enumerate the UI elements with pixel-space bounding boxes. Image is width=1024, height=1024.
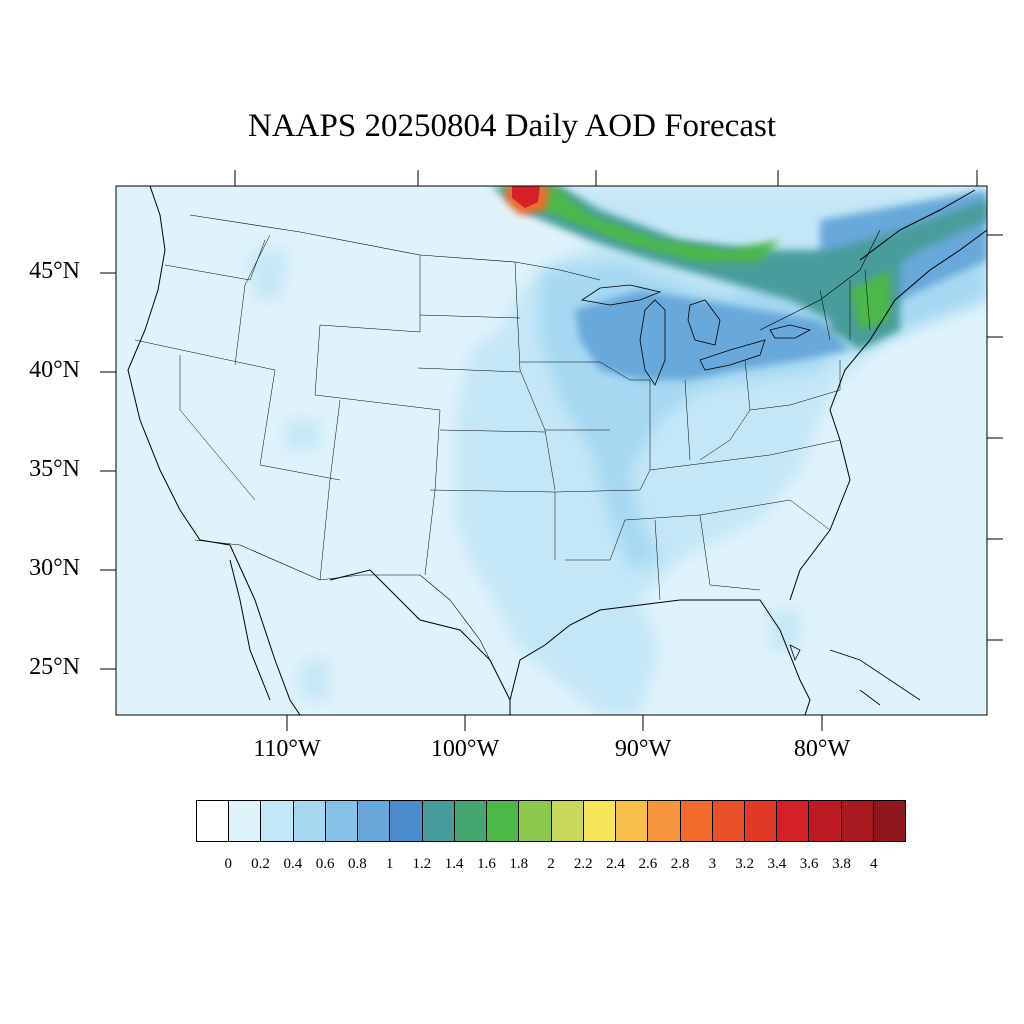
colorbar-swatch (197, 801, 230, 841)
colorbar-swatch (487, 801, 520, 841)
colorbar-swatch (390, 801, 423, 841)
coastline (127, 186, 987, 715)
colorbar-tick-label: 1.6 (477, 856, 496, 872)
right-ticks (987, 234, 1003, 641)
bottom-ticks (286, 715, 823, 731)
state-boundaries (134, 234, 871, 601)
colorbar-tick-label: 3.4 (767, 856, 787, 872)
canada-border (189, 214, 601, 281)
colorbar-tick-label: 2.4 (606, 856, 625, 872)
colorbar-tick-label: 3.6 (799, 856, 819, 872)
colorbar-swatch (583, 801, 617, 841)
colorbar-tick-label: 2 (547, 856, 555, 872)
colorbar-swatch (325, 801, 359, 841)
lat-label-30n: 30°N (29, 555, 80, 581)
colorbar-tick-label: 2.6 (638, 856, 658, 872)
colorbar (196, 800, 906, 842)
top-ticks (234, 170, 978, 186)
lat-label-45n: 45°N (29, 258, 80, 284)
colorbar-swatch (358, 801, 391, 841)
colorbar-tick-label: 0.8 (347, 856, 367, 872)
great-lakes-outline (580, 284, 812, 386)
lon-label-100w: 100°W (430, 736, 500, 762)
lat-label-35n: 35°N (29, 456, 80, 482)
colorbar-tick-label: 1.8 (509, 856, 529, 872)
colorbar-swatch (261, 801, 294, 841)
mexico-border (194, 539, 511, 701)
colorbar-swatch (712, 801, 745, 841)
colorbar-tick-label: 2.8 (670, 856, 690, 872)
colorbar-tick-label: 0.6 (315, 856, 335, 872)
left-ticks (100, 272, 116, 670)
aod-plume-core (500, 186, 890, 330)
lon-label-80w: 80°W (793, 736, 851, 762)
colorbar-swatch (616, 801, 649, 841)
colorbar-swatch (422, 801, 455, 841)
lon-label-90w: 90°W (614, 736, 672, 762)
colorbar-swatch (841, 801, 874, 841)
colorbar-swatch (293, 801, 326, 841)
colorbar-tick-label: 2.2 (573, 856, 593, 872)
colorbar-swatch (873, 801, 906, 841)
colorbar-tick-label: 0.2 (251, 856, 270, 872)
colorbar-swatch (744, 801, 778, 841)
colorbar-tick-label: 3 (708, 856, 717, 872)
colorbar-swatch (809, 801, 842, 841)
colorbar-swatch (777, 801, 810, 841)
colorbar-tick-label: 0 (224, 856, 233, 872)
colorbar-tick-label: 1.2 (412, 856, 432, 872)
colorbar-tick-label: 1 (385, 856, 394, 872)
colorbar-swatch (229, 801, 262, 841)
colorbar-tick-label: 1.4 (444, 856, 464, 872)
map-frame (115, 185, 988, 716)
lat-label-25n: 25°N (29, 654, 80, 680)
colorbar-swatch (680, 801, 713, 841)
canada-border-east (759, 229, 881, 331)
colorbar-tick-label: 4 (869, 856, 878, 872)
caribbean-islands (789, 644, 921, 706)
colorbar-swatch (648, 801, 681, 841)
map-title: NAAPS 20250804 Daily AOD Forecast (248, 108, 776, 144)
aod-plume-max (512, 186, 540, 208)
colorbar-swatch (519, 801, 552, 841)
colorbar-swatch (551, 801, 584, 841)
colorbar-tick-label: 3.2 (735, 856, 754, 872)
lat-label-40n: 40°N (29, 357, 80, 383)
colorbar-tick-label: 0.4 (283, 856, 303, 872)
aod-field (116, 186, 987, 715)
colorbar-tick-label: 3.8 (832, 856, 851, 872)
lon-label-110w: 110°W (253, 736, 321, 762)
colorbar-swatch (454, 801, 488, 841)
